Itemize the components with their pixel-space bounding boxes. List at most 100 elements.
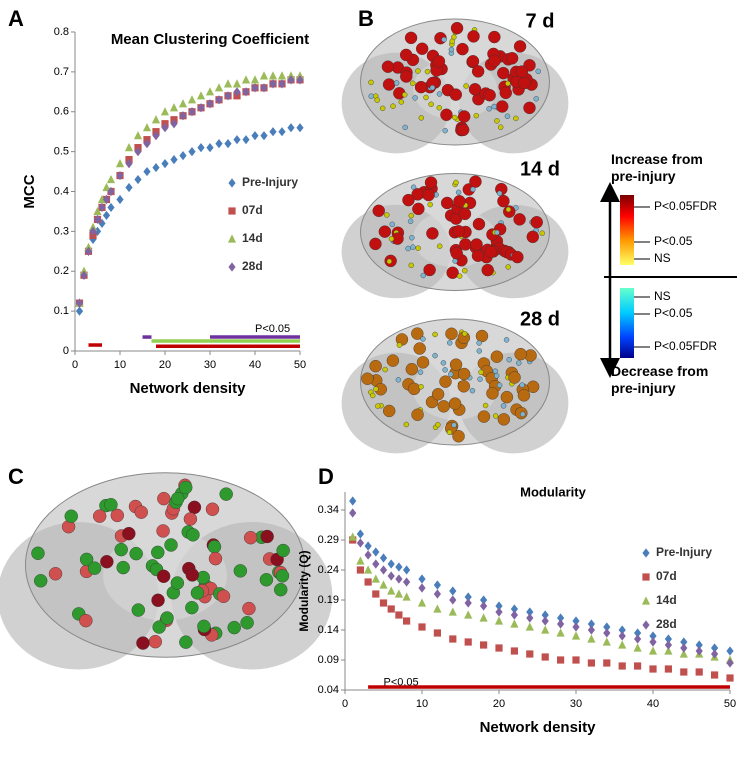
node-sphere [449, 88, 462, 101]
marker [587, 625, 595, 635]
node-sphere [408, 262, 414, 269]
marker [634, 662, 642, 670]
brain-render [341, 173, 569, 299]
marker [557, 656, 565, 664]
y-tick-label: 0.4 [54, 185, 69, 197]
node-sphere [483, 89, 496, 102]
node-sphere [530, 216, 543, 229]
node-sphere [407, 218, 414, 225]
node-sphere [388, 236, 395, 242]
node-sphere [436, 105, 442, 111]
marker [633, 643, 642, 652]
node-sphere [408, 212, 415, 219]
node-sphere [496, 382, 503, 388]
x-tick-label: 50 [294, 359, 306, 371]
node-sphere [423, 263, 436, 277]
node-sphere [368, 79, 374, 86]
node-sphere [379, 105, 386, 112]
node-sphere [418, 384, 424, 390]
marker [510, 619, 519, 628]
marker [278, 127, 286, 137]
y-tick-label: 0.6 [54, 106, 69, 118]
marker [494, 616, 504, 625]
node-sphere [260, 529, 274, 544]
node-sphere [494, 118, 500, 124]
marker [464, 592, 472, 602]
node-sphere [488, 30, 501, 44]
node-sphere [445, 327, 458, 340]
x-tick-label: 40 [647, 698, 659, 710]
node-sphere [148, 634, 163, 649]
node-sphere [439, 375, 452, 388]
marker [223, 79, 233, 88]
node-sphere [368, 93, 374, 99]
node-sphere [190, 586, 205, 600]
marker [102, 194, 111, 205]
node-sphere [233, 564, 248, 578]
marker [379, 599, 388, 607]
marker [395, 574, 403, 584]
node-sphere [423, 94, 429, 101]
marker [356, 538, 364, 548]
node-sphere [160, 611, 174, 625]
marker [75, 306, 84, 316]
node-sphere [455, 189, 462, 196]
marker [364, 578, 372, 586]
node-sphere [374, 97, 380, 103]
marker [250, 75, 260, 84]
marker [541, 653, 549, 661]
marker [695, 646, 703, 656]
node-sphere [369, 359, 382, 373]
node-sphere [491, 103, 497, 110]
marker [287, 123, 295, 133]
marker [695, 668, 703, 676]
marker [179, 151, 187, 161]
node-sphere [136, 636, 150, 650]
node-sphere [471, 65, 485, 78]
marker [556, 628, 565, 637]
node-sphere [520, 411, 526, 417]
marker [648, 646, 658, 655]
node-sphere [508, 371, 521, 384]
marker [387, 559, 395, 569]
y-tick-label: 0.04 [318, 684, 339, 696]
y-tick-label: 0.5 [54, 146, 69, 158]
node-sphere [409, 235, 415, 241]
marker [679, 649, 688, 658]
marker [395, 562, 403, 572]
node-sphere [426, 227, 439, 240]
node-sphere [432, 55, 446, 68]
node-sphere [461, 331, 468, 337]
marker [379, 553, 388, 563]
marker [188, 147, 196, 157]
marker [228, 262, 236, 272]
marker [449, 635, 457, 643]
marker [224, 139, 232, 149]
node-sphere [456, 273, 463, 279]
marker [541, 610, 549, 620]
x-tick-label: 40 [249, 359, 261, 371]
node-sphere [475, 329, 489, 343]
node-sphere [511, 250, 524, 264]
marker [241, 75, 251, 84]
marker [269, 127, 277, 137]
marker [680, 668, 688, 676]
node-sphere [399, 48, 413, 62]
marker [618, 662, 626, 670]
node-sphere [468, 83, 482, 96]
node-sphere [395, 377, 402, 383]
node-sphere [432, 352, 438, 359]
marker [479, 613, 488, 622]
node-sphere [447, 340, 453, 346]
marker [526, 613, 534, 623]
y-tick-label: 0.09 [318, 654, 339, 666]
marker [93, 206, 102, 216]
marker [133, 131, 143, 140]
node-sphere [513, 115, 519, 122]
marker [449, 586, 457, 596]
node-sphere [490, 350, 504, 363]
marker [525, 622, 534, 631]
marker [664, 634, 672, 644]
marker [618, 640, 627, 649]
node-sphere [486, 106, 492, 112]
